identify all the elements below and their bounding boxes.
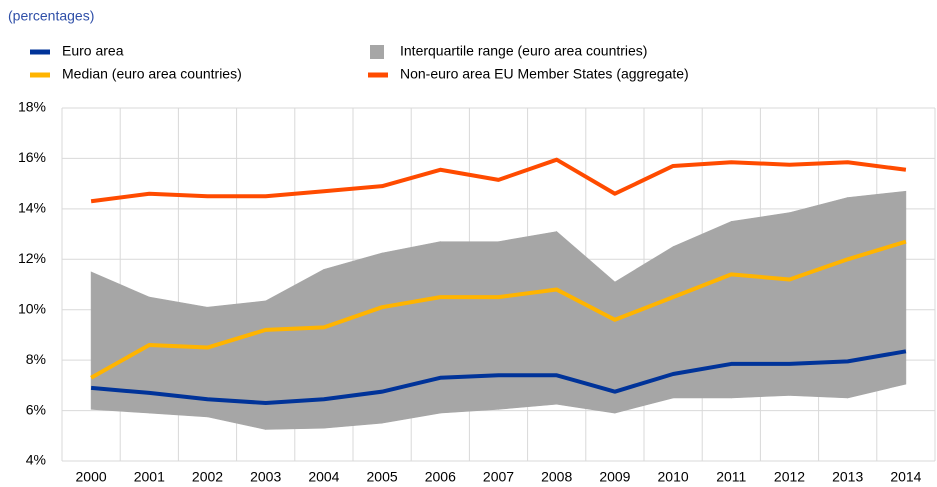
x-tick-label: 2014	[890, 469, 921, 485]
iqr-band	[265, 268, 325, 430]
iqr-band	[556, 230, 616, 414]
legend-label: Non-euro area EU Member States (aggregat…	[400, 66, 689, 82]
iqr-band	[498, 231, 558, 410]
x-tick-label: 2005	[367, 469, 398, 485]
y-tick-label: 18%	[18, 99, 46, 115]
iqr-band	[439, 241, 499, 414]
y-tick-label: 4%	[26, 452, 46, 468]
y-tick-label: 6%	[26, 401, 46, 417]
x-tick-label: 2004	[308, 469, 339, 485]
series-line	[90, 239, 907, 380]
legend-label: Median (euro area countries)	[62, 66, 242, 82]
series-line	[90, 157, 907, 204]
legend-swatch	[30, 49, 50, 55]
iqr-band	[730, 212, 790, 399]
y-tick-label: 14%	[18, 200, 46, 216]
iqr-band	[207, 300, 267, 430]
chart-subtitle: (percentages)	[8, 8, 94, 24]
x-tick-label: 2006	[425, 469, 456, 485]
x-tick-label: 2000	[76, 469, 107, 485]
iqr-band	[847, 190, 907, 399]
x-tick-label: 2009	[599, 469, 630, 485]
x-tick-label: 2003	[250, 469, 281, 485]
legend-swatch	[368, 72, 388, 78]
legend-swatch	[30, 72, 50, 78]
y-tick-label: 12%	[18, 250, 46, 266]
series-line	[90, 349, 907, 406]
iqr-band	[789, 197, 849, 399]
iqr-band	[323, 252, 383, 429]
y-tick-label: 10%	[18, 300, 46, 316]
y-tick-label: 8%	[26, 351, 46, 367]
x-tick-label: 2011	[716, 469, 746, 485]
x-tick-label: 2007	[483, 469, 514, 485]
legend-label: Euro area	[62, 43, 124, 59]
y-tick-label: 16%	[18, 149, 46, 165]
x-tick-label: 2002	[192, 469, 223, 485]
legend-label: Interquartile range (euro area countries…	[400, 43, 647, 59]
x-tick-label: 2008	[541, 469, 572, 485]
iqr-band	[381, 241, 441, 424]
x-tick-label: 2013	[832, 469, 863, 485]
x-tick-label: 2010	[658, 469, 689, 485]
legend-swatch	[370, 45, 384, 59]
x-tick-label: 2001	[134, 469, 165, 485]
x-tick-label: 2012	[774, 469, 805, 485]
